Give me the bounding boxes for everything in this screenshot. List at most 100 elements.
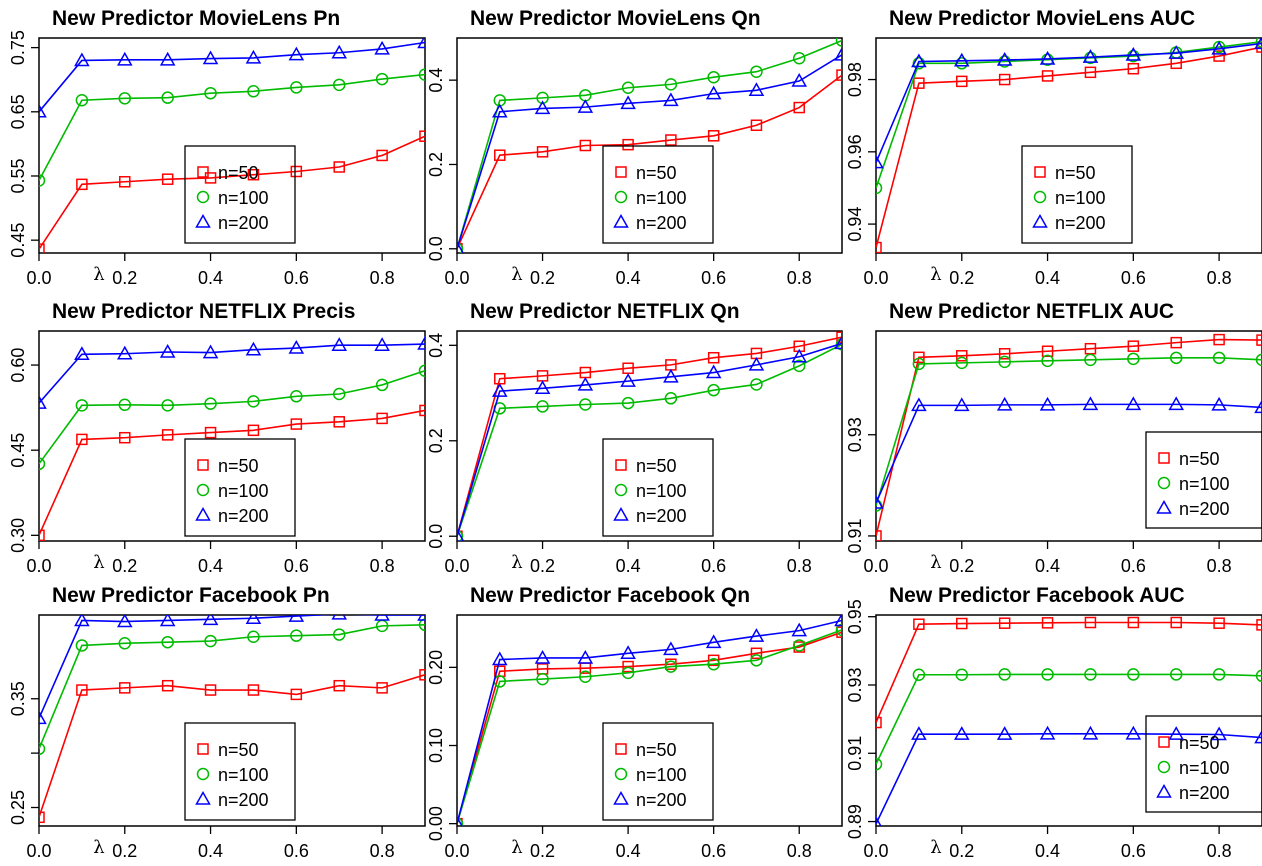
- legend-label: n=50: [636, 456, 677, 476]
- y-tick-label: 0.4: [426, 333, 446, 358]
- data-point: [750, 119, 763, 132]
- data-point: [202, 344, 219, 359]
- chart-title: New Predictor NETFLIX Precis: [52, 300, 355, 323]
- data-point: [707, 654, 720, 667]
- data-point: [161, 429, 174, 441]
- data-point: [245, 615, 262, 625]
- legend-label: n=200: [1055, 213, 1106, 233]
- legend-box: [184, 438, 296, 537]
- legend: n=50 n=100 n=200: [602, 438, 714, 537]
- series-group: [876, 38, 1262, 253]
- chart-panel: New Predictor Facebook AUC 0.0 0.2 0.4 0.6 0.…: [845, 584, 1262, 861]
- y-tick-label: 0.98: [845, 62, 865, 97]
- data-point: [1254, 399, 1262, 414]
- data-point: [577, 376, 594, 391]
- legend-marker: [613, 506, 629, 521]
- data-point: [1213, 617, 1225, 629]
- data-point: [792, 359, 806, 373]
- x-tick-label: 0.2: [949, 556, 974, 576]
- data-point: [876, 716, 882, 729]
- chart-title: New Predictor Facebook Pn: [52, 584, 330, 607]
- data-point: [39, 174, 46, 187]
- data-point: [39, 529, 45, 541]
- data-point: [204, 172, 217, 184]
- data-point: [1039, 396, 1056, 411]
- x-tick-label: 0.2: [530, 841, 555, 861]
- chart-panel: New Predictor MovieLens Pn 0.0 0.2 0.4 0.6 0.…: [8, 7, 426, 288]
- plot-frame: [875, 330, 1262, 542]
- data-point: [1039, 50, 1056, 65]
- x-tick-label: 0.6: [1121, 841, 1146, 861]
- data-point: [417, 38, 425, 49]
- data-point: [39, 742, 46, 756]
- plot-frame: [875, 37, 1262, 254]
- data-point: [536, 146, 549, 158]
- series-line: [39, 615, 425, 719]
- data-point: [75, 639, 89, 652]
- x-tick-label: 0.8: [787, 841, 812, 861]
- y-tick-label: 0.10: [426, 728, 446, 763]
- data-point: [876, 241, 882, 253]
- data-point: [1084, 66, 1097, 79]
- data-point: [1211, 40, 1227, 55]
- legend-marker: [1157, 476, 1171, 490]
- x-tick-label: 0.0: [444, 556, 469, 576]
- data-point: [290, 81, 303, 94]
- legend-label: n=100: [636, 481, 687, 501]
- data-point: [1082, 725, 1099, 740]
- data-point: [998, 617, 1011, 629]
- series-line: [457, 74, 842, 250]
- data-point: [39, 457, 46, 471]
- data-point: [1255, 38, 1262, 48]
- data-point: [835, 623, 842, 637]
- data-point: [1082, 49, 1099, 63]
- data-point: [118, 637, 132, 650]
- data-point: [116, 51, 133, 66]
- legend-label: n=200: [636, 213, 687, 233]
- legend-marker: [613, 790, 629, 805]
- series-group: [457, 331, 842, 541]
- data-point: [1170, 616, 1182, 629]
- plot-frame: [38, 37, 426, 254]
- data-point: [39, 395, 47, 409]
- data-point: [418, 68, 425, 81]
- data-point: [913, 77, 925, 89]
- data-point: [1168, 396, 1185, 411]
- x-tick-label: 0.4: [198, 556, 223, 576]
- data-point: [836, 69, 842, 81]
- legend-label: n=100: [636, 765, 687, 785]
- data-point: [793, 101, 805, 114]
- series-line: [39, 623, 425, 750]
- data-point: [288, 615, 305, 622]
- legend-label: n=50: [218, 740, 259, 760]
- x-tick-label: 0.8: [370, 268, 395, 288]
- x-tick-label: 0.0: [863, 268, 888, 288]
- data-point: [332, 387, 346, 401]
- x-tick-label: 0.0: [863, 841, 888, 861]
- x-tick-label: 0.6: [284, 841, 309, 861]
- legend-marker: [1156, 783, 1172, 798]
- data-point: [750, 65, 763, 78]
- series-line: [876, 403, 1262, 504]
- data-point: [955, 668, 969, 681]
- data-point: [376, 682, 388, 694]
- data-point: [332, 628, 346, 641]
- legend-box: [1145, 431, 1262, 529]
- legend-marker: [1034, 166, 1046, 178]
- chart-title: New Predictor NETFLIX Qn: [470, 300, 740, 323]
- legend-label: n=200: [636, 506, 687, 526]
- data-point: [834, 615, 842, 627]
- data-point: [288, 340, 305, 354]
- data-point: [161, 399, 174, 412]
- legend: n=50 n=100 n=200: [1145, 431, 1262, 529]
- y-tick-label: 0.95: [845, 599, 865, 634]
- data-point: [247, 684, 260, 696]
- data-point: [457, 815, 463, 826]
- data-point: [1170, 336, 1182, 349]
- data-point: [620, 645, 636, 660]
- data-point: [1125, 46, 1142, 61]
- data-point: [1213, 333, 1225, 346]
- data-point: [39, 243, 45, 253]
- x-tick-label: 0.8: [370, 556, 395, 576]
- series-group: [457, 615, 842, 826]
